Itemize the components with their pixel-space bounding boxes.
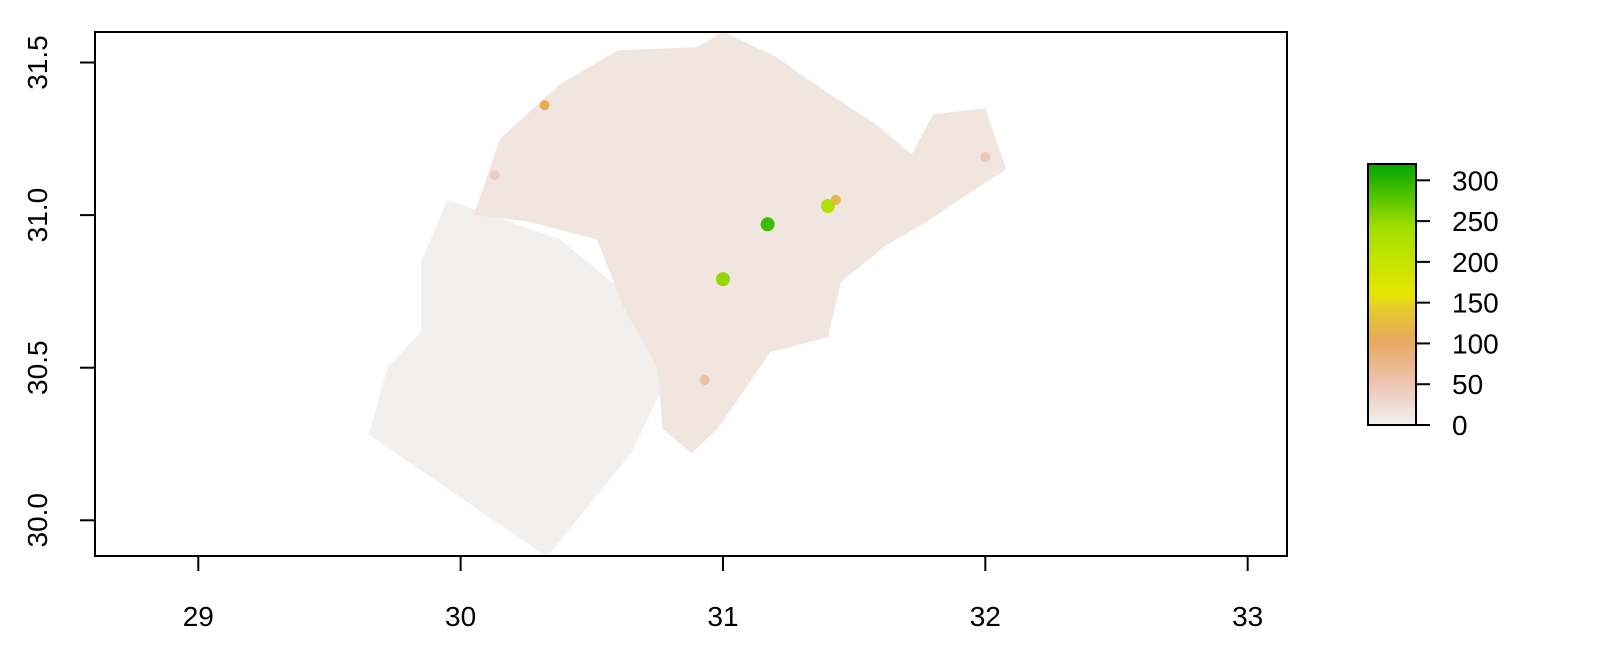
raster-hotspot	[539, 100, 550, 111]
y-tick-label: 30.5	[22, 340, 53, 395]
x-tick-label: 32	[970, 601, 1001, 632]
legend-tick-label: 100	[1452, 328, 1499, 359]
raster-region	[368, 199, 666, 557]
x-tick-label: 29	[183, 601, 214, 632]
legend-tick-label: 250	[1452, 206, 1499, 237]
legend-tick-label: 50	[1452, 369, 1483, 400]
x-tick-label: 33	[1232, 601, 1263, 632]
raster-hotspots	[489, 100, 991, 385]
raster-hotspot	[699, 374, 710, 385]
y-axis: 30.0 30.5 31.0 31.5	[22, 35, 96, 548]
legend-tick-label: 200	[1452, 247, 1499, 278]
legend-tick-label: 150	[1452, 288, 1499, 319]
raster-hotspot	[820, 199, 835, 213]
legend-tick-label: 0	[1452, 410, 1468, 441]
legend-tick-label: 300	[1452, 165, 1499, 196]
raster-hotspot	[830, 194, 841, 205]
raster-hotspot	[760, 217, 775, 232]
y-tick-label: 31.0	[22, 188, 53, 243]
raster-hotspot	[489, 170, 500, 181]
x-tick-label: 31	[707, 601, 738, 632]
raster-hotspot	[980, 152, 991, 163]
legend-colorbar	[1367, 163, 1417, 426]
x-axis: 29 30 31 32 33	[183, 555, 1263, 632]
y-tick-label: 31.5	[22, 35, 53, 89]
raster-regions	[368, 32, 1007, 557]
y-tick-label: 30.0	[22, 493, 53, 548]
raster-region	[473, 32, 1007, 454]
raster-hotspot	[716, 272, 730, 287]
x-tick-label: 30	[445, 601, 476, 632]
legend-axis: 0 50 100 150 200 250 300	[1416, 165, 1499, 441]
